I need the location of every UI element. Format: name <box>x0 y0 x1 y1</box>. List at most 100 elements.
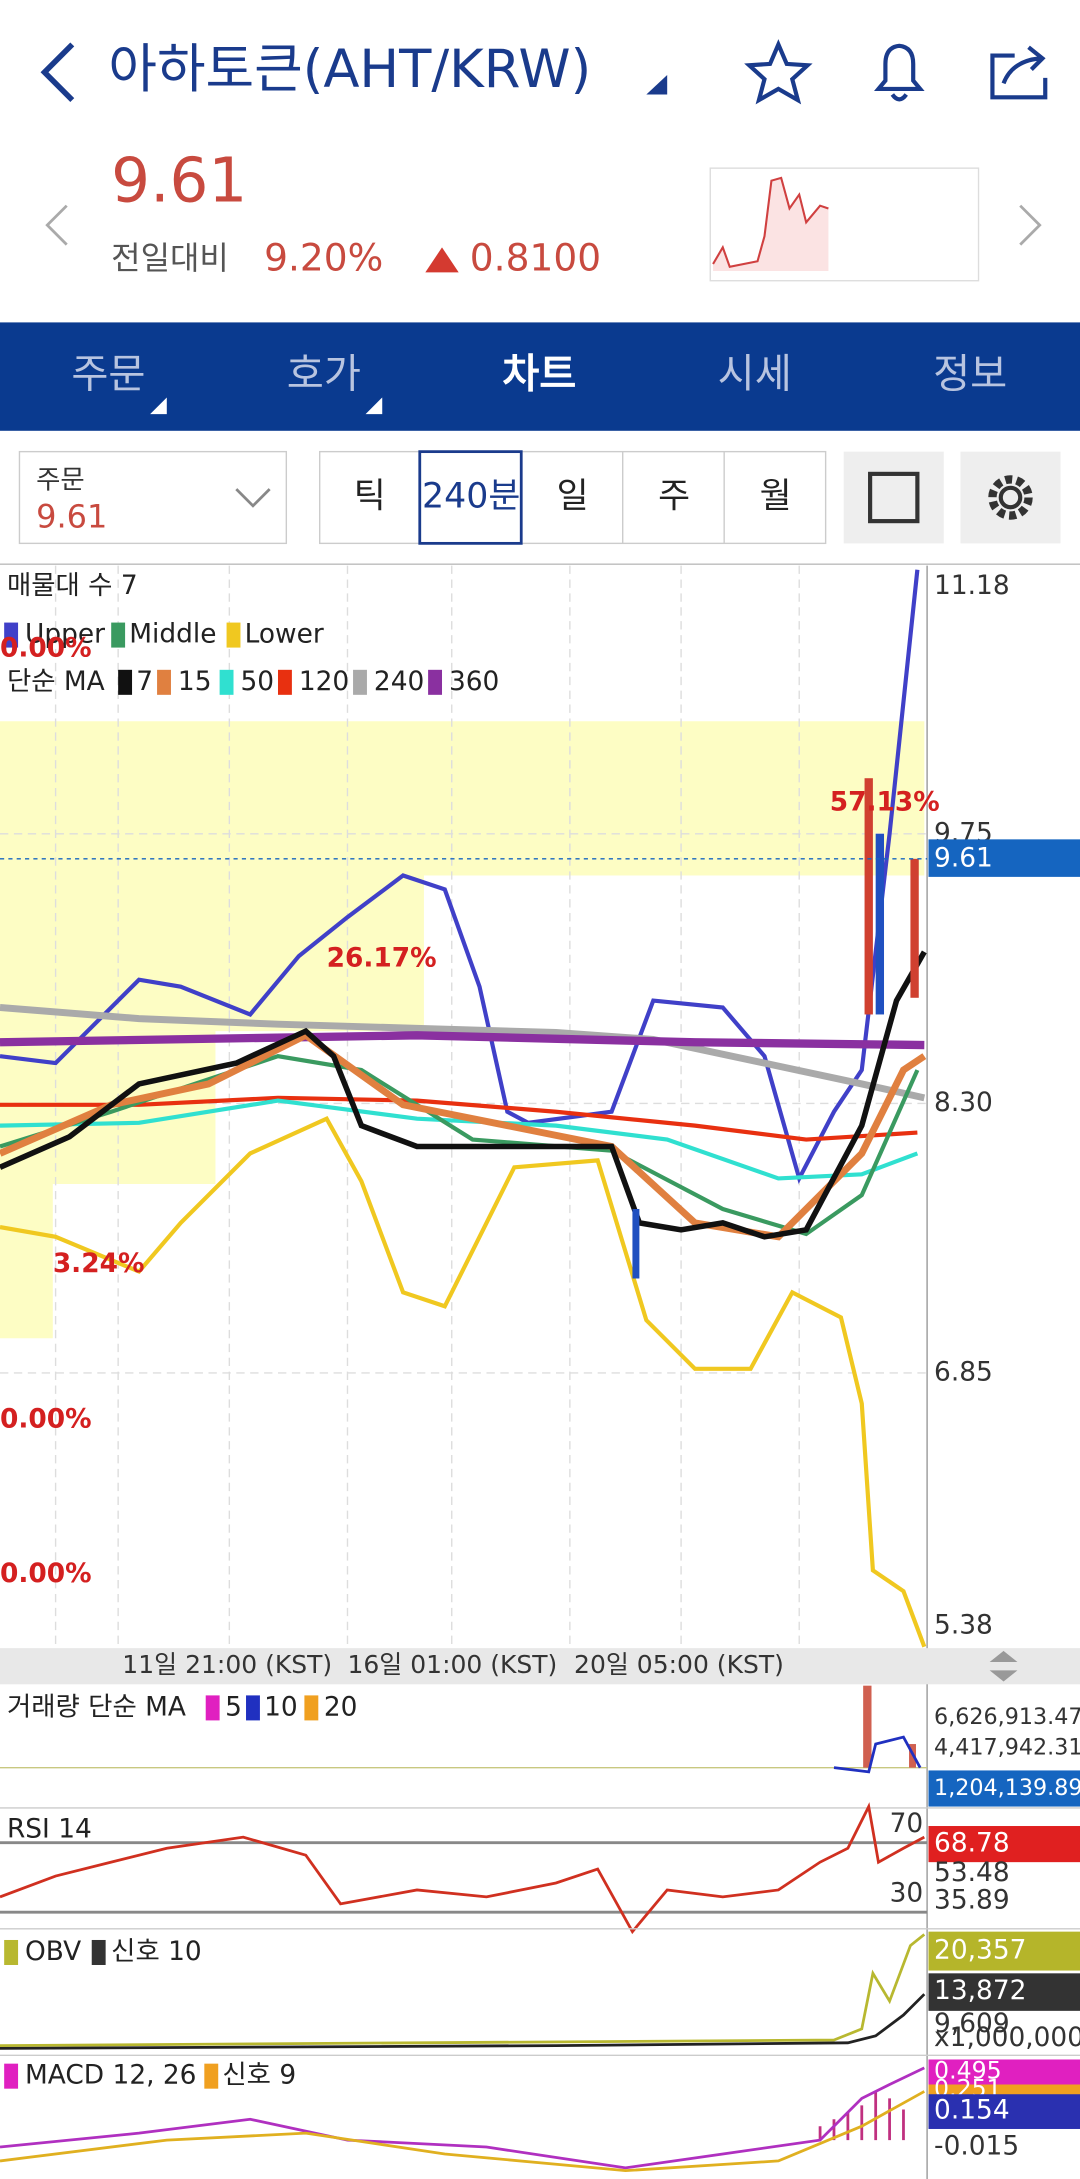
pct-label: 57.13% <box>830 787 940 818</box>
change-label: 전일대비 <box>111 239 229 277</box>
time-label: 11일 21:00 (KST) <box>122 1650 332 1679</box>
pct-label: 3.24% <box>53 1248 145 1279</box>
up-arrow <box>425 247 459 273</box>
chevron <box>235 488 271 508</box>
legend-item: 15 <box>178 666 212 697</box>
next[interactable] <box>1019 204 1042 246</box>
unit: x1,000,000 <box>934 2022 1080 2053</box>
period[interactable]: 월 <box>760 477 792 517</box>
price-tag <box>928 839 1080 877</box>
swatch <box>111 622 126 648</box>
change-abs: 0.8100 <box>470 235 601 279</box>
tab[interactable]: 호가 <box>287 351 361 398</box>
ma-label: 단순 MA <box>7 666 105 697</box>
panel-label: OBV <box>25 1936 81 1967</box>
level: 30 <box>890 1878 924 1909</box>
panel-label: 거래량 단순 MA <box>7 1691 186 1722</box>
current-obv: 20,357 <box>934 1935 1026 1966</box>
pct-label: 0.00% <box>0 1558 92 1589</box>
legend-item: 신호 10 <box>111 1936 202 1967</box>
swatch <box>4 622 19 648</box>
hist-value: 0.154 <box>934 2094 1010 2125</box>
swatch <box>277 669 292 695</box>
current-volume: 1,204,139.896 <box>934 1775 1080 1801</box>
panel-label: MACD 12, 26 <box>25 2060 196 2091</box>
level: 70 <box>890 1808 924 1839</box>
current-rsi: 68.78 <box>934 1828 1010 1859</box>
legend-item: 240 <box>374 666 424 697</box>
order-select[interactable] <box>18 450 288 545</box>
tab[interactable]: 차트 <box>502 351 576 398</box>
title: 아하토큰(AHT/KRW) <box>108 39 591 100</box>
mini-line <box>712 176 829 269</box>
axis-label: -0.015 <box>934 2131 1019 2162</box>
volume-profile <box>0 721 925 1339</box>
tabs: 주문 호가 차트 시세 정보 <box>71 351 1007 398</box>
mini-area <box>713 177 829 271</box>
volume-panel: 거래량 단순 MA 5 10 20 6,626,913.470 4,417,94… <box>0 1685 1080 1807</box>
pct-label: 0.00% <box>0 632 92 663</box>
axis-label: 5.38 <box>934 1609 993 1640</box>
tab-bar <box>0 322 1080 431</box>
rsi-panel: RSI 14 70 30 68.78 53.48 35.89 <box>0 1802 1080 1935</box>
tab[interactable]: 정보 <box>933 351 1007 398</box>
prev[interactable] <box>45 204 68 246</box>
indicator-lines <box>0 569 927 1648</box>
signal-obv: 13,872 <box>934 1975 1026 2006</box>
periods: 틱 240분 일 주 월 <box>354 477 792 517</box>
swatch <box>226 622 241 648</box>
period[interactable]: 240분 <box>422 477 520 517</box>
dropdown[interactable] <box>646 75 668 95</box>
pct-label: 0.00% <box>0 1404 92 1435</box>
legend-item: 120 <box>299 666 349 697</box>
pct-label: 26.17% <box>327 942 437 973</box>
square-icon <box>868 471 920 524</box>
gear <box>988 475 1033 520</box>
macd-value: 0.495 <box>934 2056 1002 2084</box>
time-label: 20일 05:00 (KST) <box>574 1650 784 1679</box>
obv-panel: OBV 신호 10 20,357 13,872 9,609 x1,000,000 <box>0 1928 1080 2053</box>
axis-label: 8.30 <box>934 1087 993 1118</box>
back-button[interactable] <box>40 42 75 103</box>
axis-label: 4,417,942.313 <box>934 1735 1080 1761</box>
period-group <box>318 450 827 545</box>
axis-label: 53.48 <box>934 1857 1010 1888</box>
axis-label: 9,609 <box>934 2008 1010 2039</box>
legend-item: 신호 9 <box>222 2060 296 2091</box>
time-label: 16일 01:00 (KST) <box>347 1650 557 1679</box>
settings-button[interactable] <box>960 451 1061 544</box>
swatch <box>157 669 171 695</box>
legend-item: 360 <box>449 666 499 697</box>
period[interactable]: 주 <box>658 477 690 517</box>
tab[interactable]: 주문 <box>71 351 145 398</box>
panel-label: RSI 14 <box>7 1814 92 1845</box>
order-label: 주문 <box>36 464 85 495</box>
drawing-button[interactable] <box>843 451 944 544</box>
period[interactable]: 틱 <box>354 477 386 517</box>
share[interactable] <box>990 45 1048 100</box>
legend-item: Lower <box>245 619 324 650</box>
macd-panel: MACD 12, 26 신호 9 0.495 0.251 0.154 -0.01… <box>0 2054 1080 2173</box>
legend-item: 50 <box>240 666 274 697</box>
time-axis <box>0 1648 1080 1685</box>
axis-label: 35.89 <box>934 1885 1010 1916</box>
legend-item: 5 <box>225 1691 242 1722</box>
alarm[interactable] <box>874 43 925 102</box>
legend-title: 매물대 수 7 <box>7 570 138 601</box>
period[interactable]: 일 <box>557 477 589 517</box>
legend-item: 7 <box>136 666 153 697</box>
favorite[interactable] <box>744 39 813 105</box>
axis-label: 6.85 <box>934 1356 993 1387</box>
header: 아하토큰(AHT/KRW) 9.61 전일대비 9.20% 0.8100 <box>40 39 1048 282</box>
selected-period <box>418 450 523 545</box>
swatch <box>219 669 234 695</box>
resize-handle[interactable] <box>989 1650 1018 1682</box>
candles <box>632 778 919 1279</box>
legend-item: Middle <box>129 619 216 650</box>
legend-item: 10 <box>264 1691 298 1722</box>
legend-item: Upper <box>25 619 105 650</box>
tab[interactable]: 시세 <box>718 351 792 398</box>
